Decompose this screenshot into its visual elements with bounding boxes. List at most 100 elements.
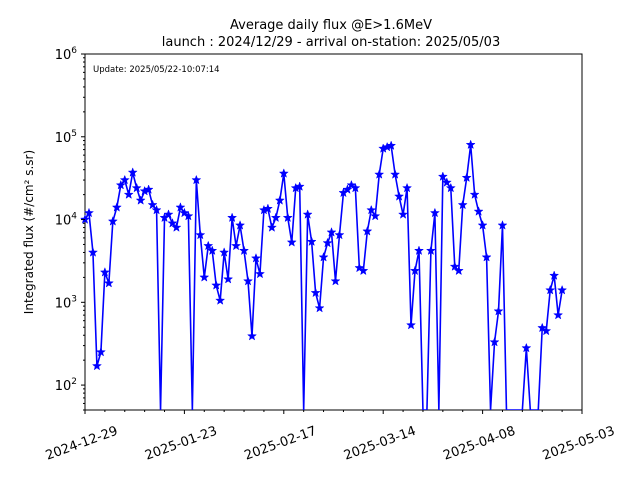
data-point-marker — [413, 245, 425, 256]
data-point-marker — [441, 177, 452, 187]
data-point-marker — [469, 189, 480, 199]
data-point-marker — [111, 202, 122, 212]
data-point-marker — [95, 346, 106, 357]
data-point-marker — [314, 302, 325, 313]
data-point-marker — [541, 325, 552, 336]
data-point-marker — [131, 182, 142, 193]
data-point-marker — [294, 181, 305, 191]
data-point-marker — [318, 251, 329, 262]
x-tick-label: 2025-02-17 — [243, 424, 319, 464]
data-point-marker — [342, 184, 353, 194]
plot-area — [79, 53, 583, 411]
data-point-marker — [262, 203, 273, 214]
data-point-marker — [350, 182, 361, 193]
data-point-marker — [437, 171, 448, 181]
data-point-marker — [449, 261, 460, 271]
data-point-marker — [493, 305, 504, 316]
data-point-marker — [461, 172, 472, 183]
y-tick-label: 102 — [55, 377, 77, 394]
data-point-marker — [215, 295, 226, 305]
marker-layer — [79, 139, 568, 371]
data-point-marker — [135, 195, 146, 205]
data-point-marker — [302, 209, 313, 219]
data-point-marker — [99, 267, 110, 277]
data-point-marker — [227, 212, 238, 223]
data-point-marker — [366, 204, 377, 215]
x-tick-label: 2025-03-14 — [342, 424, 418, 464]
data-point-marker — [278, 168, 289, 178]
data-point-marker — [394, 191, 405, 201]
data-point-marker — [370, 210, 381, 221]
data-point-marker — [306, 236, 317, 246]
data-point-marker — [429, 207, 440, 218]
data-point-marker — [147, 199, 158, 210]
data-point-marker — [557, 284, 568, 295]
series-layer — [85, 143, 563, 410]
data-point-marker — [266, 222, 277, 232]
x-tick-label: 2025-05-03 — [541, 424, 617, 464]
data-point-marker — [521, 342, 532, 353]
data-point-marker — [234, 220, 246, 230]
data-point-marker — [405, 319, 417, 330]
data-point-marker — [274, 195, 285, 205]
data-point-marker — [163, 209, 174, 219]
data-point-marker — [425, 245, 436, 256]
data-point-marker — [238, 245, 250, 256]
chart-title: Average daily flux @E>1.6MeV — [230, 18, 432, 33]
data-point-marker — [83, 207, 95, 218]
data-point-marker — [91, 360, 102, 371]
data-point-marker — [481, 251, 492, 262]
data-point-marker — [87, 247, 99, 257]
y-tick-label: 104 — [55, 212, 78, 229]
data-point-marker — [119, 174, 130, 185]
data-point-marker — [398, 209, 409, 219]
data-point-marker — [453, 265, 464, 276]
data-point-marker — [465, 139, 476, 150]
x-tick-label: 2024-12-29 — [44, 424, 120, 464]
data-point-marker — [334, 229, 345, 240]
update-annotation: Update: 2025/05/22-10:07:14 — [93, 65, 220, 75]
data-point-marker — [246, 330, 258, 341]
data-point-marker — [219, 247, 230, 257]
data-point-marker — [322, 237, 333, 248]
data-point-marker — [115, 179, 126, 190]
x-tick-label: 2025-01-23 — [143, 424, 219, 464]
x-tick-label: 2025-04-08 — [441, 424, 517, 464]
y-tick-label: 105 — [55, 129, 77, 146]
data-point-marker — [107, 216, 118, 226]
data-point-marker — [183, 210, 194, 221]
data-point-marker — [103, 277, 114, 288]
data-point-marker — [553, 309, 564, 320]
data-point-marker — [167, 217, 178, 228]
data-point-marker — [123, 189, 134, 199]
data-point-marker — [545, 284, 556, 295]
data-point-marker — [286, 237, 297, 247]
data-point-marker — [203, 240, 214, 251]
y-tick-label: 103 — [55, 294, 77, 311]
data-point-marker — [127, 167, 138, 177]
y-axis: 102 103 104 105 106 — [55, 46, 85, 411]
data-point-marker — [250, 252, 262, 263]
data-point-marker — [489, 336, 500, 347]
data-point-marker — [401, 182, 413, 193]
data-point-marker — [195, 229, 206, 240]
data-point-marker — [358, 265, 369, 276]
data-point-marker — [362, 226, 373, 236]
data-point-marker — [497, 220, 508, 230]
data-point-marker — [211, 280, 222, 290]
data-point-marker — [549, 270, 560, 280]
series-line — [85, 143, 563, 410]
data-point-marker — [191, 174, 202, 185]
data-point-marker — [151, 204, 162, 215]
data-point-marker — [326, 227, 337, 237]
data-point-marker — [409, 265, 421, 276]
data-point-marker — [143, 184, 154, 194]
data-point-marker — [175, 202, 186, 212]
data-point-marker — [310, 287, 321, 298]
data-point-marker — [254, 268, 266, 279]
y-axis-label: Integrated flux (#/cm² s.sr) — [22, 150, 36, 314]
data-point-marker — [171, 222, 182, 232]
data-point-marker — [207, 245, 218, 256]
data-point-marker — [473, 206, 484, 216]
